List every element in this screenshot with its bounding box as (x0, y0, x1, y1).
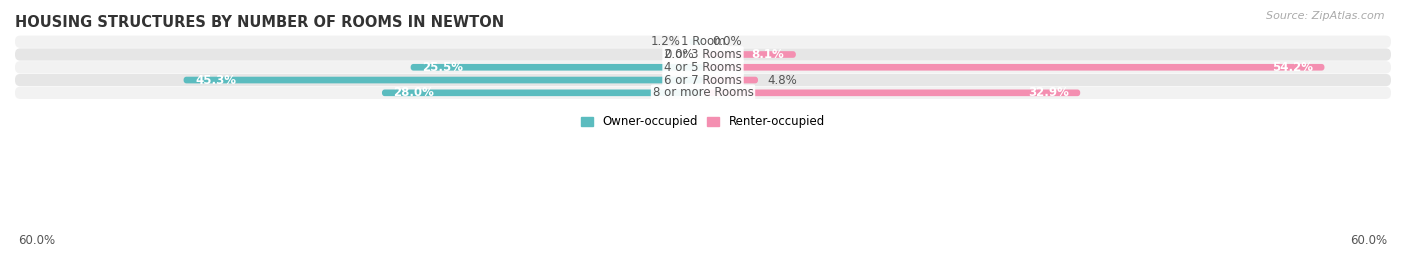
Text: 0.0%: 0.0% (713, 35, 742, 48)
FancyBboxPatch shape (15, 48, 1391, 61)
Text: 32.9%: 32.9% (1028, 86, 1069, 99)
Text: 0.0%: 0.0% (664, 48, 693, 61)
FancyBboxPatch shape (382, 90, 703, 96)
Legend: Owner-occupied, Renter-occupied: Owner-occupied, Renter-occupied (576, 111, 830, 133)
FancyBboxPatch shape (703, 51, 796, 58)
Text: 54.2%: 54.2% (1272, 61, 1313, 74)
Text: 8 or more Rooms: 8 or more Rooms (652, 86, 754, 99)
FancyBboxPatch shape (184, 77, 703, 83)
Text: 60.0%: 60.0% (18, 235, 55, 247)
Text: 4 or 5 Rooms: 4 or 5 Rooms (664, 61, 742, 74)
FancyBboxPatch shape (703, 77, 758, 83)
Text: 28.0%: 28.0% (394, 86, 434, 99)
FancyBboxPatch shape (689, 38, 703, 45)
Text: 4.8%: 4.8% (768, 73, 797, 87)
Text: 8.1%: 8.1% (752, 48, 785, 61)
FancyBboxPatch shape (703, 64, 1324, 70)
Text: 2 or 3 Rooms: 2 or 3 Rooms (664, 48, 742, 61)
FancyBboxPatch shape (15, 61, 1391, 73)
Text: 6 or 7 Rooms: 6 or 7 Rooms (664, 73, 742, 87)
FancyBboxPatch shape (15, 87, 1391, 99)
FancyBboxPatch shape (15, 74, 1391, 86)
FancyBboxPatch shape (411, 64, 703, 70)
Text: 60.0%: 60.0% (1351, 235, 1388, 247)
Text: 25.5%: 25.5% (422, 61, 463, 74)
Text: 45.3%: 45.3% (195, 73, 236, 87)
Text: 1.2%: 1.2% (650, 35, 681, 48)
Text: HOUSING STRUCTURES BY NUMBER OF ROOMS IN NEWTON: HOUSING STRUCTURES BY NUMBER OF ROOMS IN… (15, 15, 505, 30)
Text: Source: ZipAtlas.com: Source: ZipAtlas.com (1267, 11, 1385, 21)
FancyBboxPatch shape (703, 90, 1080, 96)
FancyBboxPatch shape (15, 36, 1391, 48)
Text: 1 Room: 1 Room (681, 35, 725, 48)
